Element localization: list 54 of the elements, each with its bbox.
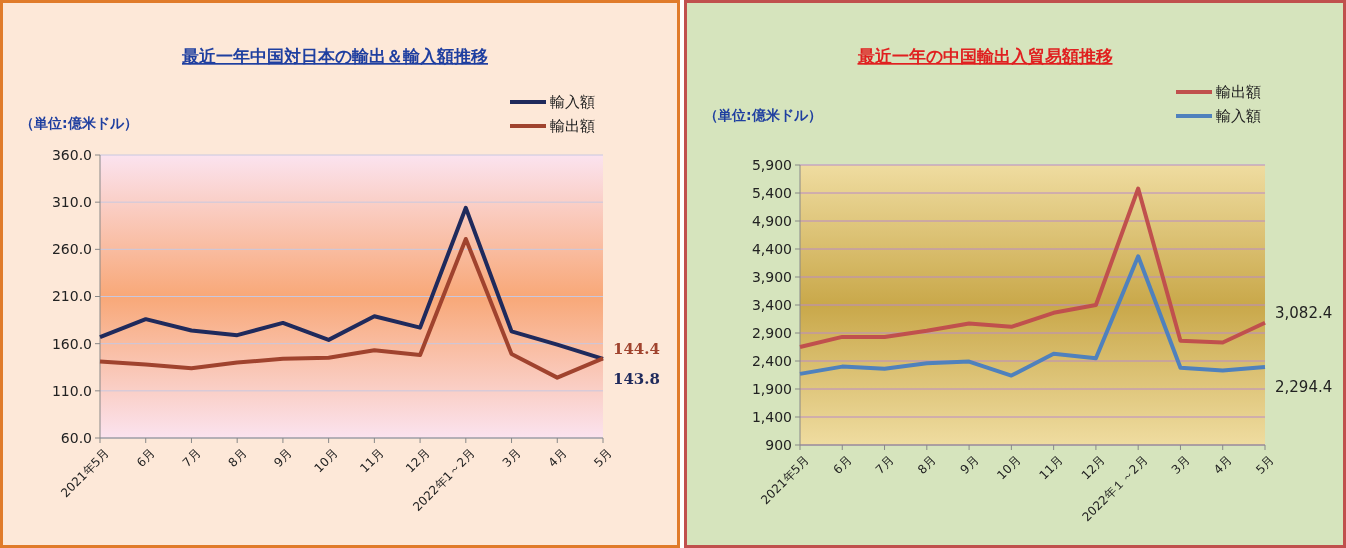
legend-label: 輸出額 — [1216, 83, 1261, 102]
x-tick-label: 8月 — [915, 453, 939, 477]
x-tick-label: 9月 — [271, 446, 295, 470]
x-tick-label: 9月 — [957, 453, 982, 477]
data-label: 2,294.4 — [1275, 378, 1333, 397]
x-tick-label: 3月 — [499, 446, 524, 470]
chart-title: 最近一年の中国輸出入貿易額推移 — [856, 46, 1113, 66]
data-label: 143.8 — [613, 370, 660, 389]
y-tick-label: 310.0 — [51, 194, 92, 211]
x-tick-label: 11月 — [357, 446, 387, 476]
chart-title: 最近一年中国対日本の輸出＆輸入額推移 — [181, 46, 488, 66]
x-tick-label: 4月 — [545, 446, 570, 470]
line-series — [798, 186, 1267, 349]
data-label: 3,082.4 — [1275, 304, 1333, 323]
legend-label: 輸出額 — [550, 117, 595, 136]
y-tick-label: 5,400 — [751, 184, 792, 201]
x-tick-label: 12月 — [402, 446, 433, 476]
y-tick-label: 3,400 — [751, 296, 792, 313]
y-tick-label: 210.0 — [51, 288, 92, 305]
y-tick-label: 5,900 — [751, 156, 792, 173]
line-series — [98, 236, 605, 380]
x-tick-label: 5月 — [591, 446, 616, 470]
x-tick-label: 11月 — [1036, 453, 1066, 483]
y-tick-label: 2,400 — [751, 352, 792, 369]
x-tick-label: 10月 — [994, 453, 1024, 483]
legend-label: 輸入額 — [550, 93, 595, 112]
y-tick-label: 1,900 — [751, 380, 792, 397]
y-tick-label: 260.0 — [51, 241, 92, 258]
y-tick-label: 360.0 — [51, 146, 92, 163]
x-tick-label: 3月 — [1168, 453, 1193, 477]
legend-label: 輸入額 — [1216, 107, 1261, 126]
y-tick-label: 3,900 — [751, 268, 792, 285]
x-tick-label: 10月 — [311, 446, 341, 476]
text: （単位:億米ドル） — [704, 107, 822, 123]
x-tick-label: 6月 — [830, 453, 855, 477]
x-tick-label: 12月 — [1078, 453, 1108, 483]
data-label: 144.4 — [613, 339, 660, 358]
line-series — [798, 254, 1267, 378]
y-tick-label: 160.0 — [51, 335, 92, 352]
x-tick-label: 5月 — [1253, 453, 1278, 477]
x-tick-label: 7月 — [179, 446, 204, 470]
y-tick-label: 4,400 — [751, 240, 792, 257]
y-tick-label: 2,900 — [751, 324, 792, 341]
x-tick-label: 4月 — [1211, 453, 1235, 477]
line-series — [98, 205, 605, 361]
y-tick-label: 900 — [765, 436, 792, 453]
x-tick-label: 6月 — [134, 446, 158, 470]
y-tick-label: 60.0 — [60, 429, 92, 446]
text: （単位:億米ドル） — [20, 115, 138, 131]
x-tick-label: 7月 — [872, 453, 897, 477]
x-tick-label: 8月 — [225, 446, 250, 470]
y-tick-label: 4,900 — [751, 212, 792, 229]
y-tick-label: 1,400 — [751, 408, 792, 425]
y-tick-label: 110.0 — [51, 382, 92, 399]
